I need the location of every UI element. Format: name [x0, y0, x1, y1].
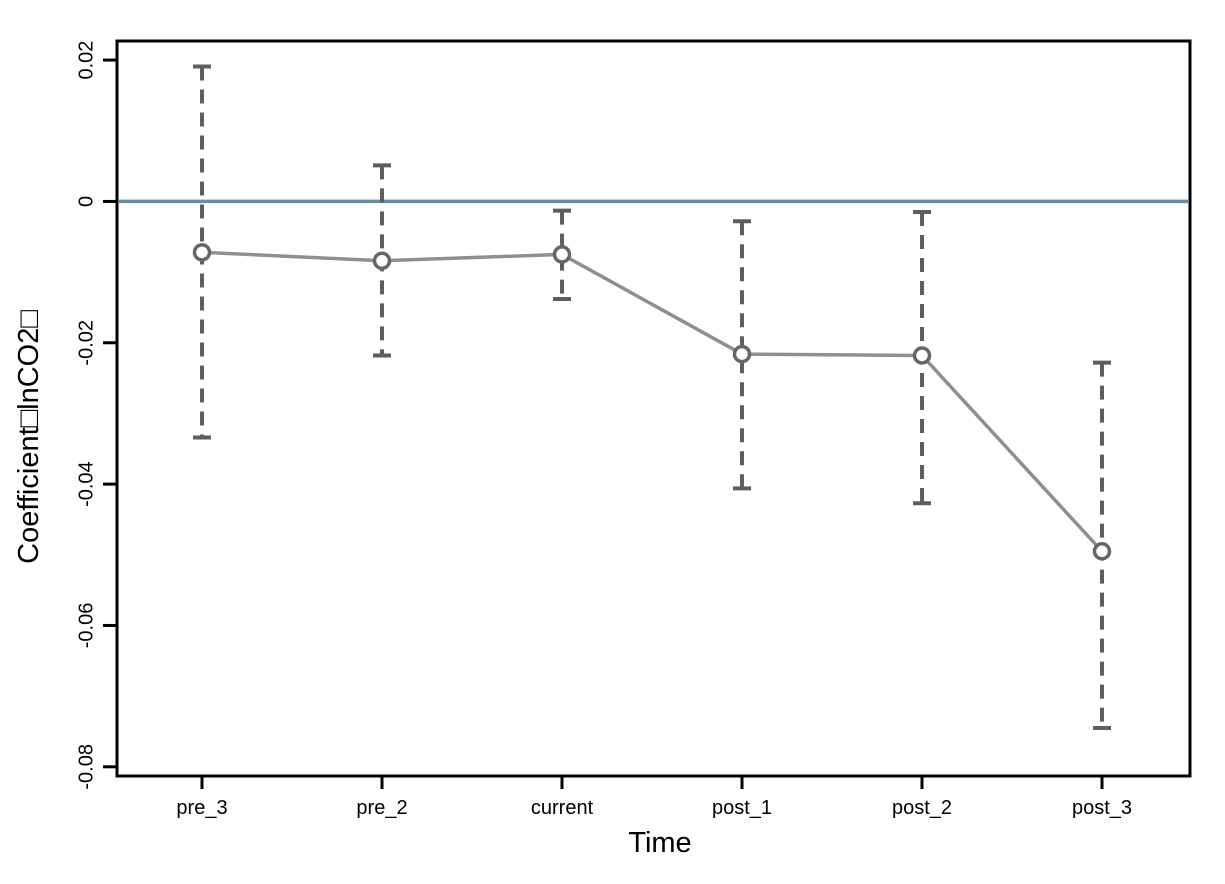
y-axis-title: Coefficient□lnCO2□: [13, 310, 45, 564]
y-tick-label: -0.06: [75, 603, 97, 649]
x-tick-label: pre_2: [356, 797, 407, 819]
data-point-marker: [1092, 542, 1112, 561]
y-tick-label: 0: [75, 196, 97, 207]
x-tick-label: post_3: [1072, 797, 1132, 819]
plot-layer: 0.02 0 -0.02 -0.04 -0.06 -0.08 pre_3 pre_2 curre…: [75, 39, 1192, 819]
data-point-marker: [912, 346, 932, 365]
data-point-marker: [732, 344, 752, 364]
y-tick-label: -0.08: [75, 744, 97, 790]
y-tick-label: -0.04: [75, 461, 97, 507]
y-tick-label: -0.02: [75, 320, 97, 366]
plot-frame: [115, 39, 1192, 778]
x-tick-label: current: [531, 797, 594, 819]
coefficient-line: [201, 250, 1104, 553]
x-tick-label: pre_3: [176, 797, 227, 819]
y-tick-label: 0.02: [75, 41, 97, 80]
data-point-marker: [372, 251, 392, 271]
x-tick-label: post_1: [712, 797, 772, 819]
x-axis-title: Time: [628, 827, 691, 859]
data-point-marker: [552, 245, 572, 264]
data-point-marker: [192, 243, 212, 262]
x-tick-label: post_2: [892, 797, 952, 819]
